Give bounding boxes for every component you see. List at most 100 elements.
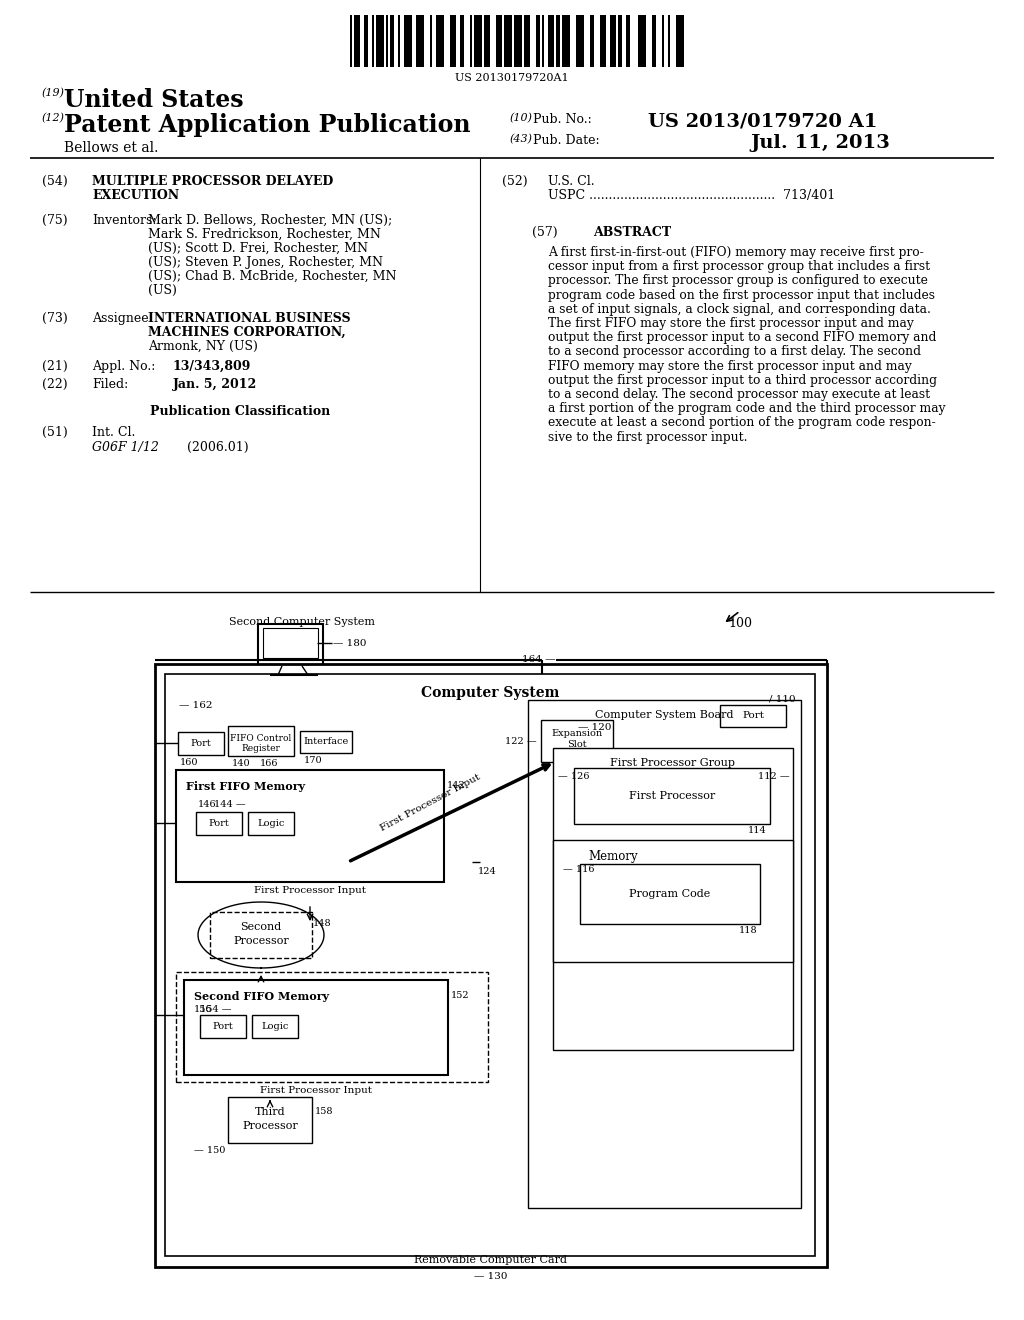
Text: execute at least a second portion of the program code respon-: execute at least a second portion of the… xyxy=(548,416,936,429)
Bar xyxy=(248,812,294,836)
Bar xyxy=(155,664,827,1267)
Text: (75): (75) xyxy=(42,214,68,227)
Text: 166: 166 xyxy=(260,759,279,768)
Text: a set of input signals, a clock signal, and corresponding data.: a set of input signals, a clock signal, … xyxy=(548,302,931,315)
Bar xyxy=(470,15,472,67)
Text: Computer System: Computer System xyxy=(421,686,559,700)
Text: Processor: Processor xyxy=(242,1121,298,1131)
Bar xyxy=(460,15,464,67)
Text: Expansion: Expansion xyxy=(552,729,602,738)
Text: 164 —: 164 — xyxy=(521,655,555,664)
Bar xyxy=(430,15,432,67)
Text: 156: 156 xyxy=(194,1005,213,1014)
Text: US 2013/0179720 A1: US 2013/0179720 A1 xyxy=(648,114,878,131)
Text: A first first-in-first-out (FIFO) memory may receive first pro-: A first first-in-first-out (FIFO) memory… xyxy=(548,246,924,259)
Text: ABSTRACT: ABSTRACT xyxy=(593,226,671,239)
Bar xyxy=(662,15,664,67)
Bar xyxy=(668,15,670,67)
Text: MULTIPLE PROCESSOR DELAYED: MULTIPLE PROCESSOR DELAYED xyxy=(92,176,333,187)
Text: 122 —: 122 — xyxy=(506,737,537,746)
Text: — 130: — 130 xyxy=(474,1272,508,1280)
Bar xyxy=(252,1015,298,1038)
Bar xyxy=(300,731,352,752)
Bar xyxy=(556,15,560,67)
Text: (21): (21) xyxy=(42,360,68,374)
Text: 158: 158 xyxy=(315,1107,334,1115)
Text: USPC ................................................  713/401: USPC ...................................… xyxy=(548,189,836,202)
Text: (2006.01): (2006.01) xyxy=(187,441,249,454)
Text: FIFO Control: FIFO Control xyxy=(230,734,292,743)
Text: Second FIFO Memory: Second FIFO Memory xyxy=(194,991,329,1002)
Text: Mark S. Fredrickson, Rochester, MN: Mark S. Fredrickson, Rochester, MN xyxy=(148,228,381,242)
Text: 152: 152 xyxy=(451,991,470,1001)
Bar xyxy=(364,15,368,67)
Bar xyxy=(354,15,360,67)
Text: (52): (52) xyxy=(502,176,527,187)
Bar xyxy=(496,15,502,67)
Text: (US); Steven P. Jones, Rochester, MN: (US); Steven P. Jones, Rochester, MN xyxy=(148,256,383,269)
Bar xyxy=(484,15,490,67)
Bar xyxy=(390,15,394,67)
Bar xyxy=(176,972,488,1082)
Text: Slot: Slot xyxy=(567,741,587,748)
Text: Filed:: Filed: xyxy=(92,378,128,391)
Bar xyxy=(528,700,801,1208)
Text: cessor input from a first processor group that includes a first: cessor input from a first processor grou… xyxy=(548,260,930,273)
Bar xyxy=(514,15,522,67)
Text: Register: Register xyxy=(242,744,281,752)
Text: program code based on the first processor input that includes: program code based on the first processo… xyxy=(548,289,935,301)
Bar xyxy=(626,15,630,67)
Text: Computer System Board: Computer System Board xyxy=(595,710,734,719)
Text: Appl. No.:: Appl. No.: xyxy=(92,360,156,374)
Text: 154 —: 154 — xyxy=(201,1005,232,1014)
Text: Program Code: Program Code xyxy=(630,888,711,899)
Text: 160: 160 xyxy=(180,758,199,767)
Text: (57): (57) xyxy=(532,226,558,239)
Text: Pub. No.:: Pub. No.: xyxy=(534,114,592,125)
Bar xyxy=(610,15,616,67)
Bar xyxy=(562,15,570,67)
Bar xyxy=(575,15,584,67)
Text: G06F 1/12: G06F 1/12 xyxy=(92,441,159,454)
Text: (19): (19) xyxy=(42,88,65,98)
Bar xyxy=(372,15,374,67)
Bar xyxy=(474,15,482,67)
Text: output the first processor input to a second FIFO memory and: output the first processor input to a se… xyxy=(548,331,936,345)
Text: Publication Classification: Publication Classification xyxy=(150,405,330,418)
Bar xyxy=(524,15,530,67)
Text: (US); Chad B. McBride, Rochester, MN: (US); Chad B. McBride, Rochester, MN xyxy=(148,271,396,282)
Bar xyxy=(580,865,760,924)
Text: — 126: — 126 xyxy=(558,772,590,781)
Bar xyxy=(450,15,456,67)
Text: EXECUTION: EXECUTION xyxy=(92,189,179,202)
Bar xyxy=(553,748,793,1049)
Bar xyxy=(350,15,352,67)
Bar xyxy=(178,733,224,755)
Text: 13/343,809: 13/343,809 xyxy=(173,360,251,374)
Text: The first FIFO may store the first processor input and may: The first FIFO may store the first proce… xyxy=(548,317,913,330)
Bar xyxy=(504,15,512,67)
Text: (12): (12) xyxy=(42,114,65,123)
Bar xyxy=(228,726,294,756)
Text: 114: 114 xyxy=(749,826,767,836)
Text: 124: 124 xyxy=(478,867,497,876)
Text: — 150: — 150 xyxy=(194,1146,225,1155)
Text: First FIFO Memory: First FIFO Memory xyxy=(186,781,305,792)
Bar xyxy=(436,15,444,67)
Text: (US); Scott D. Frei, Rochester, MN: (US); Scott D. Frei, Rochester, MN xyxy=(148,242,368,255)
Text: First Processor Input: First Processor Input xyxy=(260,1086,372,1096)
Text: (54): (54) xyxy=(42,176,68,187)
Bar xyxy=(200,1015,246,1038)
Bar xyxy=(638,15,646,67)
Text: Port: Port xyxy=(742,711,764,721)
Text: Second Computer System: Second Computer System xyxy=(229,616,375,627)
Text: (22): (22) xyxy=(42,378,68,391)
Text: First Processor Input: First Processor Input xyxy=(379,772,481,833)
Text: (10): (10) xyxy=(510,114,534,123)
Text: Patent Application Publication: Patent Application Publication xyxy=(63,114,470,137)
Bar xyxy=(184,979,449,1074)
Text: Interface: Interface xyxy=(303,738,348,747)
Text: U.S. Cl.: U.S. Cl. xyxy=(548,176,595,187)
Text: to a second delay. The second processor may execute at least: to a second delay. The second processor … xyxy=(548,388,930,401)
Bar xyxy=(652,15,656,67)
